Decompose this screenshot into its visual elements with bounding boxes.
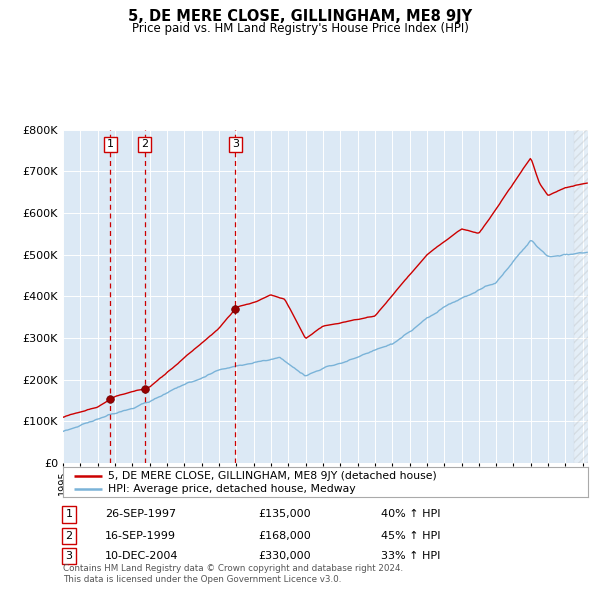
Text: 3: 3 <box>232 139 239 149</box>
Text: 26-SEP-1997: 26-SEP-1997 <box>105 510 176 519</box>
Text: 10-DEC-2004: 10-DEC-2004 <box>105 552 179 561</box>
Text: 1: 1 <box>107 139 114 149</box>
Text: 1: 1 <box>65 510 73 519</box>
Text: HPI: Average price, detached house, Medway: HPI: Average price, detached house, Medw… <box>107 484 355 494</box>
Text: This data is licensed under the Open Government Licence v3.0.: This data is licensed under the Open Gov… <box>63 575 341 584</box>
Text: £168,000: £168,000 <box>258 531 311 540</box>
Text: 40% ↑ HPI: 40% ↑ HPI <box>381 510 440 519</box>
Text: 5, DE MERE CLOSE, GILLINGHAM, ME8 9JY: 5, DE MERE CLOSE, GILLINGHAM, ME8 9JY <box>128 9 472 24</box>
Text: 3: 3 <box>65 552 73 561</box>
Text: 5, DE MERE CLOSE, GILLINGHAM, ME8 9JY (detached house): 5, DE MERE CLOSE, GILLINGHAM, ME8 9JY (d… <box>107 471 436 480</box>
Text: 16-SEP-1999: 16-SEP-1999 <box>105 531 176 540</box>
Text: 2: 2 <box>65 531 73 540</box>
Text: Price paid vs. HM Land Registry's House Price Index (HPI): Price paid vs. HM Land Registry's House … <box>131 22 469 35</box>
Text: 33% ↑ HPI: 33% ↑ HPI <box>381 552 440 561</box>
Text: 45% ↑ HPI: 45% ↑ HPI <box>381 531 440 540</box>
Text: Contains HM Land Registry data © Crown copyright and database right 2024.: Contains HM Land Registry data © Crown c… <box>63 565 403 573</box>
Text: 2: 2 <box>141 139 148 149</box>
Text: £135,000: £135,000 <box>258 510 311 519</box>
Text: £330,000: £330,000 <box>258 552 311 561</box>
Bar <box>574 130 592 463</box>
